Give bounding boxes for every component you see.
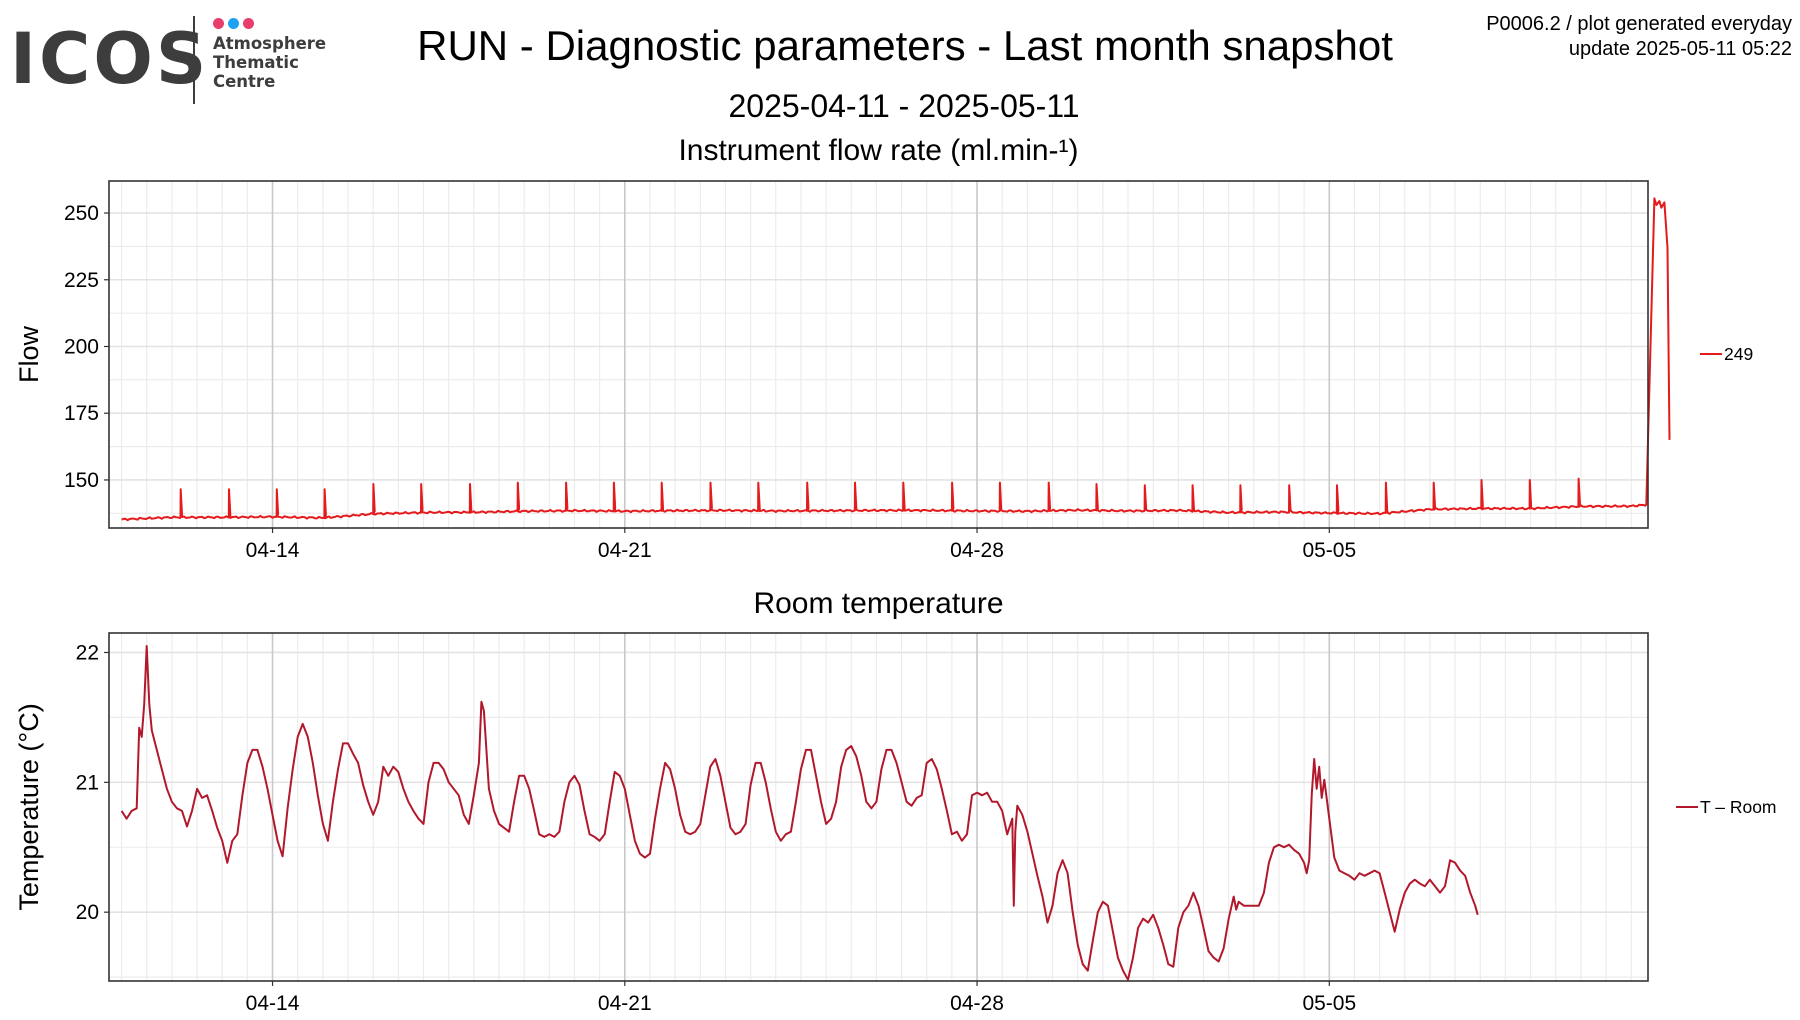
date-range: 2025-04-11 - 2025-05-11 — [0, 88, 1800, 125]
logo-sub-line: Centre — [213, 72, 276, 91]
y-tick-label: 21 — [76, 771, 99, 794]
chart-panel-1: Instrument flow rate (ml.min-¹) 150 175 200… — [14, 134, 1753, 562]
logo-divider — [193, 16, 195, 104]
series-line — [120, 645, 1479, 981]
logo-wordmark: ICOS — [10, 18, 210, 100]
y-tick-label: 250 — [64, 202, 99, 225]
y-tick-label: 175 — [64, 402, 99, 425]
plot-background — [109, 633, 1648, 981]
plot-border — [108, 632, 1649, 982]
page-title: RUN - Diagnostic parameters - Last month… — [0, 22, 1800, 70]
y-tick-label: 150 — [64, 469, 99, 492]
x-tick-label: 04-28 — [950, 992, 1004, 1015]
x-tick-label: 04-14 — [246, 992, 300, 1015]
x-tick-label: 04-28 — [950, 539, 1004, 562]
page-title-text: RUN - Diagnostic parameters - Last month… — [417, 22, 1393, 69]
meta-line-1: P0006.2 / plot generated everyday — [1486, 13, 1792, 35]
logo-subtitle: Atmosphere Thematic Centre — [213, 34, 326, 91]
x-tick-label: 04-21 — [598, 992, 652, 1015]
date-range-text: 2025-04-11 - 2025-05-11 — [728, 88, 1080, 124]
x-tick-label: 05-05 — [1302, 992, 1356, 1015]
logo-dots-icon — [213, 16, 258, 29]
chart-panel-2: Room temperature 20 21 22 04-14 04-21 04-28 05-… — [14, 587, 1777, 1015]
y-tick-label: 22 — [76, 641, 99, 664]
x-tick-label: 05-05 — [1302, 539, 1356, 562]
series-line — [121, 197, 1671, 522]
icos-logo: ICOS Atmosphere Thematic Centre — [10, 14, 330, 106]
logo-dot-icon — [213, 18, 224, 29]
logo-sub-line: Thematic — [213, 53, 299, 72]
legend-label: T – Room — [1700, 797, 1777, 817]
y-tick-label: 225 — [64, 269, 99, 292]
y-axis-label: Temperature (°C) — [14, 703, 44, 910]
plot-border — [108, 180, 1649, 529]
legend-label: 249 — [1724, 344, 1753, 364]
y-tick-label: 20 — [76, 901, 99, 924]
plot-background — [109, 181, 1648, 528]
logo-sub-line: Atmosphere — [213, 34, 327, 53]
logo-dot-icon — [228, 18, 239, 29]
chart-title: Instrument flow rate (ml.min-¹) — [678, 134, 1078, 167]
y-tick-label: 200 — [64, 335, 99, 358]
meta-line-2: update 2025-05-11 05:22 — [1568, 38, 1792, 60]
y-axis-label: Flow — [14, 326, 44, 384]
x-tick-label: 04-21 — [598, 539, 652, 562]
plot-meta: P0006.2 / plot generated everyday update… — [1486, 12, 1792, 62]
logo-dot-icon — [243, 18, 254, 29]
chart-title: Room temperature — [753, 587, 1003, 620]
x-tick-label: 04-14 — [246, 539, 300, 562]
